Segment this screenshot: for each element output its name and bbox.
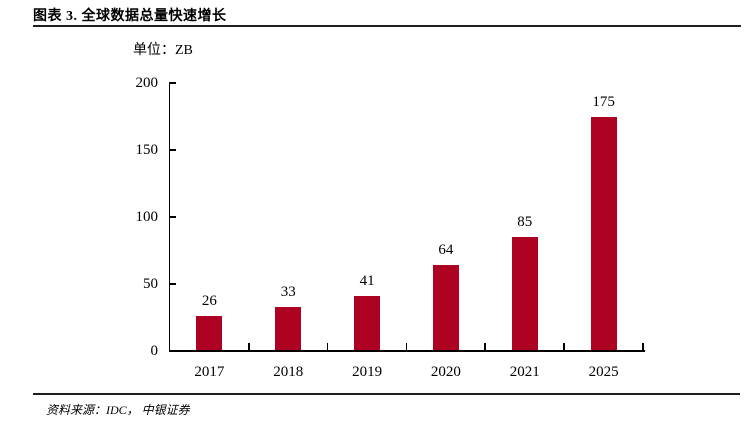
y-tick-label: 0 [150,343,159,359]
bar-value-label: 175 [592,93,615,110]
x-tick-label: 2019 [352,364,383,380]
bar-2020 [432,265,459,350]
title-rule [33,25,741,27]
x-axis-tick [642,343,644,350]
bar-2018 [275,306,302,350]
x-axis-tick [326,343,329,350]
y-tick-label: 200 [135,75,159,91]
figure-title: 图表 3. 全球数据总量快速增长 [33,9,227,24]
y-axis-tick [170,216,176,218]
bar-value-label: 64 [438,242,454,259]
bar-2019 [354,296,381,350]
y-tick-label: 150 [135,142,159,158]
x-axis-line [168,350,645,352]
source-note: 资料来源：IDC， 中银证券 [46,403,190,417]
bar-2021 [511,237,538,350]
x-axis-tick [484,343,487,350]
bar-2017 [196,316,223,350]
x-tick-label: 2018 [273,364,304,380]
y-axis-tick [170,283,176,285]
source-rule [33,393,740,395]
bar-value-label: 33 [280,283,296,300]
bar-2025 [590,116,617,350]
y-axis-line [168,82,171,352]
bar-value-label: 85 [517,214,533,231]
x-axis-tick [405,343,408,350]
x-tick-label: 2021 [509,364,540,380]
x-tick-label: 2025 [588,364,619,380]
unit-label: 单位：ZB [133,43,193,58]
x-axis-tick [563,343,565,350]
y-tick-label: 50 [143,276,158,292]
y-axis-tick [170,149,176,151]
bar-value-label: 41 [359,273,375,290]
x-axis-tick [247,343,250,350]
y-axis-tick [170,82,176,84]
bar-value-label: 26 [201,293,217,310]
y-tick-label: 100 [135,209,159,225]
x-tick-label: 2017 [194,364,225,380]
x-tick-label: 2020 [430,364,461,380]
